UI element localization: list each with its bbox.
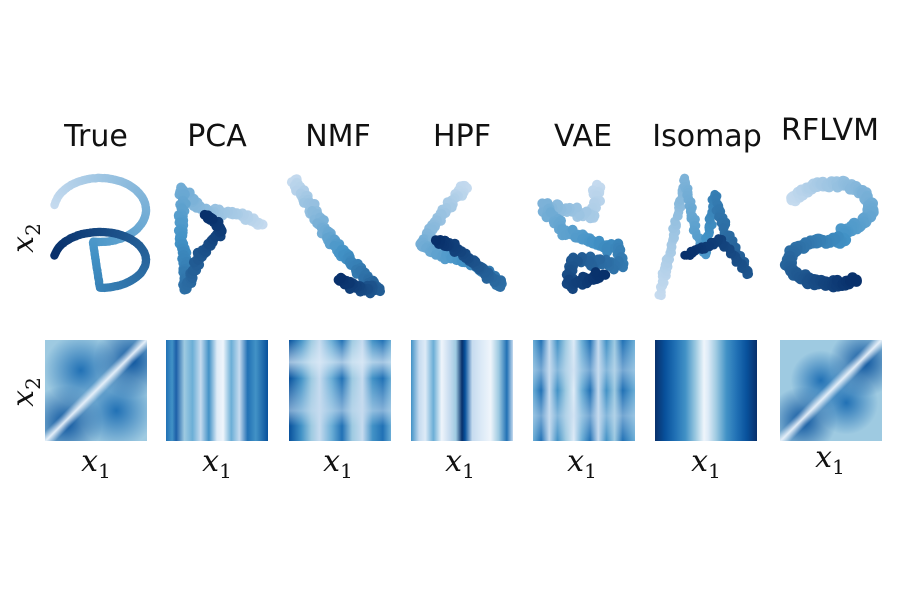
x-axis-var: x	[691, 444, 709, 479]
latent-point	[50, 251, 59, 260]
x-axis-var: x	[202, 444, 220, 479]
x-axis-label-hpf: x1	[400, 444, 520, 489]
x-axis-sub: 1	[219, 459, 232, 483]
latent-point	[335, 272, 346, 283]
x-axis-sub: 1	[832, 455, 845, 479]
scatter-panel-rflvm	[779, 175, 879, 293]
scatter-panel-true	[50, 173, 151, 293]
panel-title-isomap: Isomap	[652, 119, 762, 154]
heatmap-nmf	[289, 340, 391, 441]
x-axis-label-true: x1	[36, 444, 156, 489]
x-axis-sub: 1	[708, 459, 721, 483]
panel-title-rflvm: RFLVM	[781, 113, 879, 148]
y-axis-label-bottom: x2	[4, 362, 45, 422]
x-axis-label-nmf: x1	[278, 444, 398, 489]
x-axis-sub: 1	[462, 459, 475, 483]
panel-title-true: True	[64, 119, 128, 154]
x-axis-var: x	[815, 440, 833, 475]
latent-point	[680, 250, 690, 260]
panel-title-pca: PCA	[187, 119, 247, 154]
y-axis-label-top: x2	[4, 208, 45, 268]
y-axis-var: x	[6, 389, 41, 407]
x-axis-label-rflvm: x1	[770, 440, 890, 485]
x-axis-sub: 1	[340, 459, 353, 483]
x-axis-var: x	[323, 444, 341, 479]
x-axis-sub: 1	[98, 459, 111, 483]
panel-title-hpf: HPF	[433, 119, 491, 154]
panel-title-vae: VAE	[553, 119, 613, 154]
latent-point	[545, 207, 556, 218]
x-axis-label-vae: x1	[522, 444, 642, 489]
y-axis-sub: 2	[21, 377, 45, 390]
panel-title-nmf: NMF	[305, 119, 371, 154]
latent-point	[600, 269, 611, 280]
heatmap-isomap	[655, 340, 757, 441]
x-axis-label-pca: x1	[157, 444, 277, 489]
x-axis-var: x	[567, 444, 585, 479]
scatter-panel-isomap	[654, 173, 754, 301]
heatmap-pca	[166, 340, 268, 441]
y-axis-var: x	[6, 235, 41, 253]
x-axis-var: x	[81, 444, 99, 479]
latent-point	[574, 210, 585, 221]
heatmap-hpf	[411, 340, 513, 441]
scatter-panel-pca	[173, 182, 268, 295]
scatter-panel-vae	[537, 179, 629, 295]
latent-point	[602, 246, 613, 257]
latent-point	[431, 235, 442, 246]
scatter-panel-hpf	[415, 180, 507, 292]
x-axis-sub: 1	[584, 459, 597, 483]
latent-point	[590, 267, 601, 278]
heatmap-rflvm	[780, 340, 882, 441]
latent-point	[199, 209, 210, 220]
x-axis-label-isomap: x1	[646, 444, 766, 489]
heatmap-vae	[533, 340, 635, 441]
scatter-panel-nmf	[286, 174, 385, 299]
latent-point	[850, 274, 862, 286]
heatmap-true	[45, 340, 147, 441]
x-axis-var: x	[445, 444, 463, 479]
